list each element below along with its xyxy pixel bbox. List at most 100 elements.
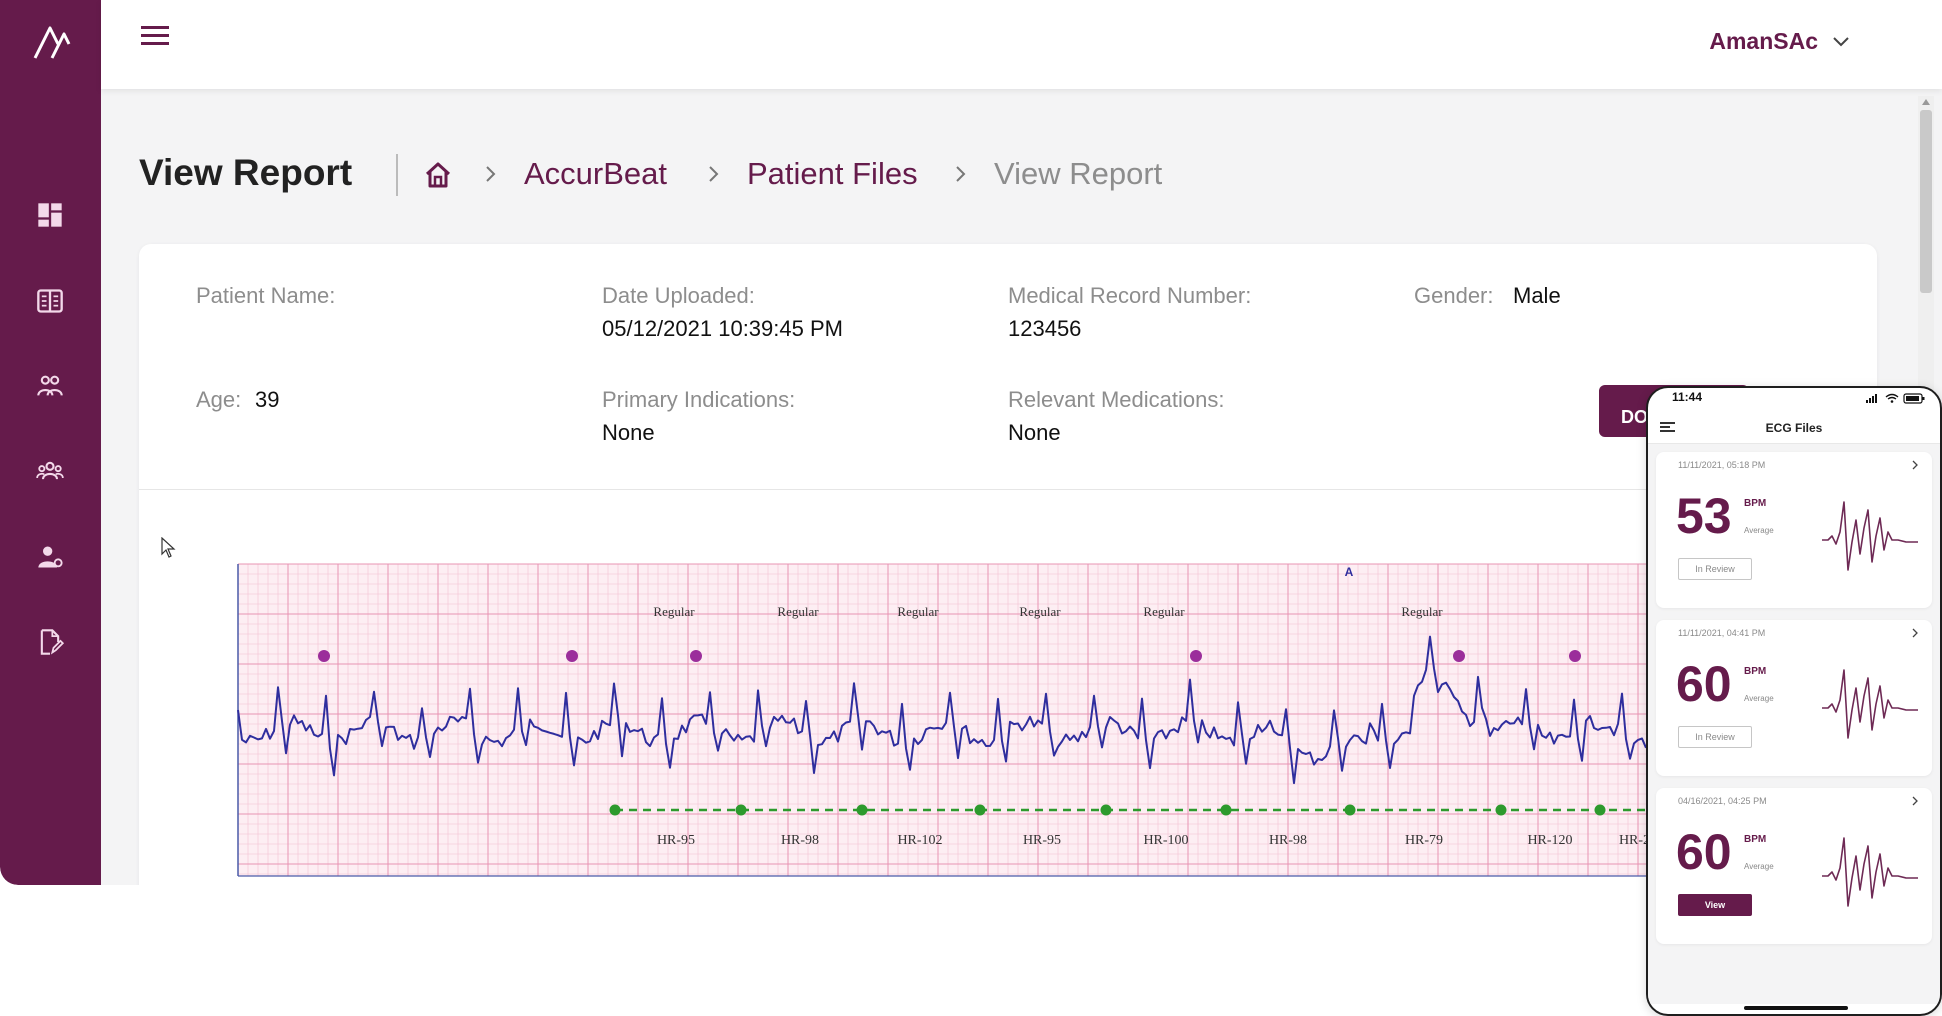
user-settings-icon[interactable] xyxy=(36,543,64,571)
chevron-right-icon[interactable] xyxy=(1912,796,1918,806)
scrollbar-thumb[interactable] xyxy=(1920,110,1932,293)
app-window: AmanSAc View Report AccurBeat Patient Fi… xyxy=(0,0,1942,885)
status-button[interactable]: View xyxy=(1678,894,1752,916)
phone-mockup: 11:44 ECG Files 11/11/2021, 05:18 PM 53 BP… xyxy=(1646,386,1942,1016)
chevron-right-icon xyxy=(486,166,496,182)
bpm-unit: BPM xyxy=(1744,666,1767,677)
hr-label: HR-20 xyxy=(1619,833,1650,848)
bpm-value: 60 xyxy=(1676,656,1732,712)
beat-marker xyxy=(566,650,578,662)
ecg-waveform xyxy=(237,635,1647,785)
beat-label: Regular xyxy=(897,604,939,619)
hr-label: HR-98 xyxy=(1269,833,1307,848)
hr-node xyxy=(735,804,747,816)
heartbeat-wave-icon xyxy=(1822,837,1918,907)
gender-value: Male xyxy=(1513,283,1561,308)
phone-title: ECG Files xyxy=(1765,421,1823,435)
patients-icon[interactable] xyxy=(36,372,64,400)
average-label: Average xyxy=(1744,862,1774,871)
age-label: Age: xyxy=(196,387,242,412)
ecg-files-list: 11/11/2021, 05:18 PM 53 BPM Average In Revie… xyxy=(1648,444,1940,1004)
reports-icon[interactable] xyxy=(36,287,64,315)
hr-label: HR-95 xyxy=(657,833,695,848)
ecg-file-card[interactable]: 11/11/2021, 04:41 PM 60 BPM Average In Revie… xyxy=(1656,620,1932,776)
beat-marker xyxy=(690,650,702,662)
ecg-file-date: 11/11/2021, 05:18 PM xyxy=(1678,460,1766,470)
hr-node xyxy=(974,804,986,816)
beat-marker xyxy=(1190,650,1202,662)
hr-node xyxy=(1344,804,1356,816)
bpm-value: 53 xyxy=(1676,488,1732,544)
phone-menu-icon[interactable] xyxy=(1660,421,1675,433)
hr-node xyxy=(1594,804,1606,816)
breadcrumb-patient-files[interactable]: Patient Files xyxy=(747,156,918,191)
hr-label: HR-79 xyxy=(1405,833,1443,848)
ecg-file-card[interactable]: 11/11/2021, 05:18 PM 53 BPM Average In Revie… xyxy=(1656,452,1932,608)
primary-indications-value: None xyxy=(602,420,655,445)
accurbeat-logo-icon[interactable] xyxy=(32,22,72,62)
beat-marker xyxy=(318,650,330,662)
ecg-file-date: 11/11/2021, 04:41 PM xyxy=(1678,628,1766,638)
ecg-strip: Regular Regular Regular Regular Regular Regul… xyxy=(237,563,1650,877)
breadcrumb-view-report: View Report xyxy=(994,156,1163,191)
average-label: Average xyxy=(1744,526,1774,535)
date-uploaded-label: Date Uploaded: xyxy=(602,283,755,308)
heartbeat-wave-icon xyxy=(1822,669,1918,739)
title-divider xyxy=(396,154,398,196)
hr-node xyxy=(856,804,868,816)
file-edit-icon[interactable] xyxy=(36,628,64,656)
sidebar xyxy=(0,0,101,885)
hr-node xyxy=(1220,804,1232,816)
beat-label: Regular xyxy=(1019,604,1061,619)
bpm-value: 60 xyxy=(1676,824,1732,880)
gender-label: Gender: xyxy=(1414,283,1494,308)
status-button[interactable]: In Review xyxy=(1678,726,1752,748)
groups-icon[interactable] xyxy=(36,457,64,485)
primary-indications-label: Primary Indications: xyxy=(602,387,796,412)
hamburger-menu-icon[interactable] xyxy=(141,24,169,48)
scroll-up-arrow-icon[interactable] xyxy=(1922,99,1930,105)
hr-label: HR-100 xyxy=(1143,833,1188,848)
top-bar: AmanSAc xyxy=(101,0,1942,89)
card-divider xyxy=(139,489,1877,490)
chevron-right-icon[interactable] xyxy=(1912,628,1918,638)
hr-node xyxy=(609,804,621,816)
status-button[interactable]: In Review xyxy=(1678,558,1752,580)
home-icon[interactable] xyxy=(423,160,453,190)
chevron-right-icon[interactable] xyxy=(1912,460,1918,470)
beat-marker xyxy=(1569,650,1581,662)
hr-label: HR-120 xyxy=(1527,833,1572,848)
bpm-unit: BPM xyxy=(1744,498,1767,509)
heartbeat-wave-icon xyxy=(1822,501,1918,571)
relevant-medications-value: None xyxy=(1008,420,1061,445)
breadcrumb-accurbeat[interactable]: AccurBeat xyxy=(524,156,668,191)
beat-label: Regular xyxy=(1401,604,1443,619)
mouse-cursor-icon xyxy=(161,537,176,558)
page-title: View Report xyxy=(139,152,353,193)
chevron-down-icon[interactable] xyxy=(1832,36,1850,48)
phone-status-icons xyxy=(1866,393,1925,404)
ecg-file-date: 04/16/2021, 04:25 PM xyxy=(1678,796,1767,806)
phone-home-indicator xyxy=(1744,1006,1848,1010)
dashboard-icon[interactable] xyxy=(36,201,64,229)
beat-label: Regular xyxy=(1143,604,1185,619)
phone-header-divider xyxy=(1648,443,1940,444)
chevron-right-icon xyxy=(709,166,719,182)
date-uploaded-value: 05/12/2021 10:39:45 PM xyxy=(602,316,843,341)
beat-marker xyxy=(1453,650,1465,662)
patient-name-label: Patient Name: xyxy=(196,283,336,308)
beat-label: Regular xyxy=(777,604,819,619)
chevron-right-icon xyxy=(956,166,966,182)
ecg-file-card[interactable]: 04/16/2021, 04:25 PM 60 BPM Average View xyxy=(1656,788,1932,944)
beat-label: Regular xyxy=(653,604,695,619)
ecg-marker-letter: A xyxy=(1345,565,1354,579)
mrn-value: 123456 xyxy=(1008,316,1082,341)
average-label: Average xyxy=(1744,694,1774,703)
user-name[interactable]: AmanSAc xyxy=(1709,28,1818,54)
relevant-medications-label: Relevant Medications: xyxy=(1008,387,1225,412)
hr-label: HR-98 xyxy=(781,833,819,848)
hr-node xyxy=(1495,804,1507,816)
age-value: 39 xyxy=(255,387,280,412)
phone-time: 11:44 xyxy=(1672,390,1703,404)
bpm-unit: BPM xyxy=(1744,834,1767,845)
